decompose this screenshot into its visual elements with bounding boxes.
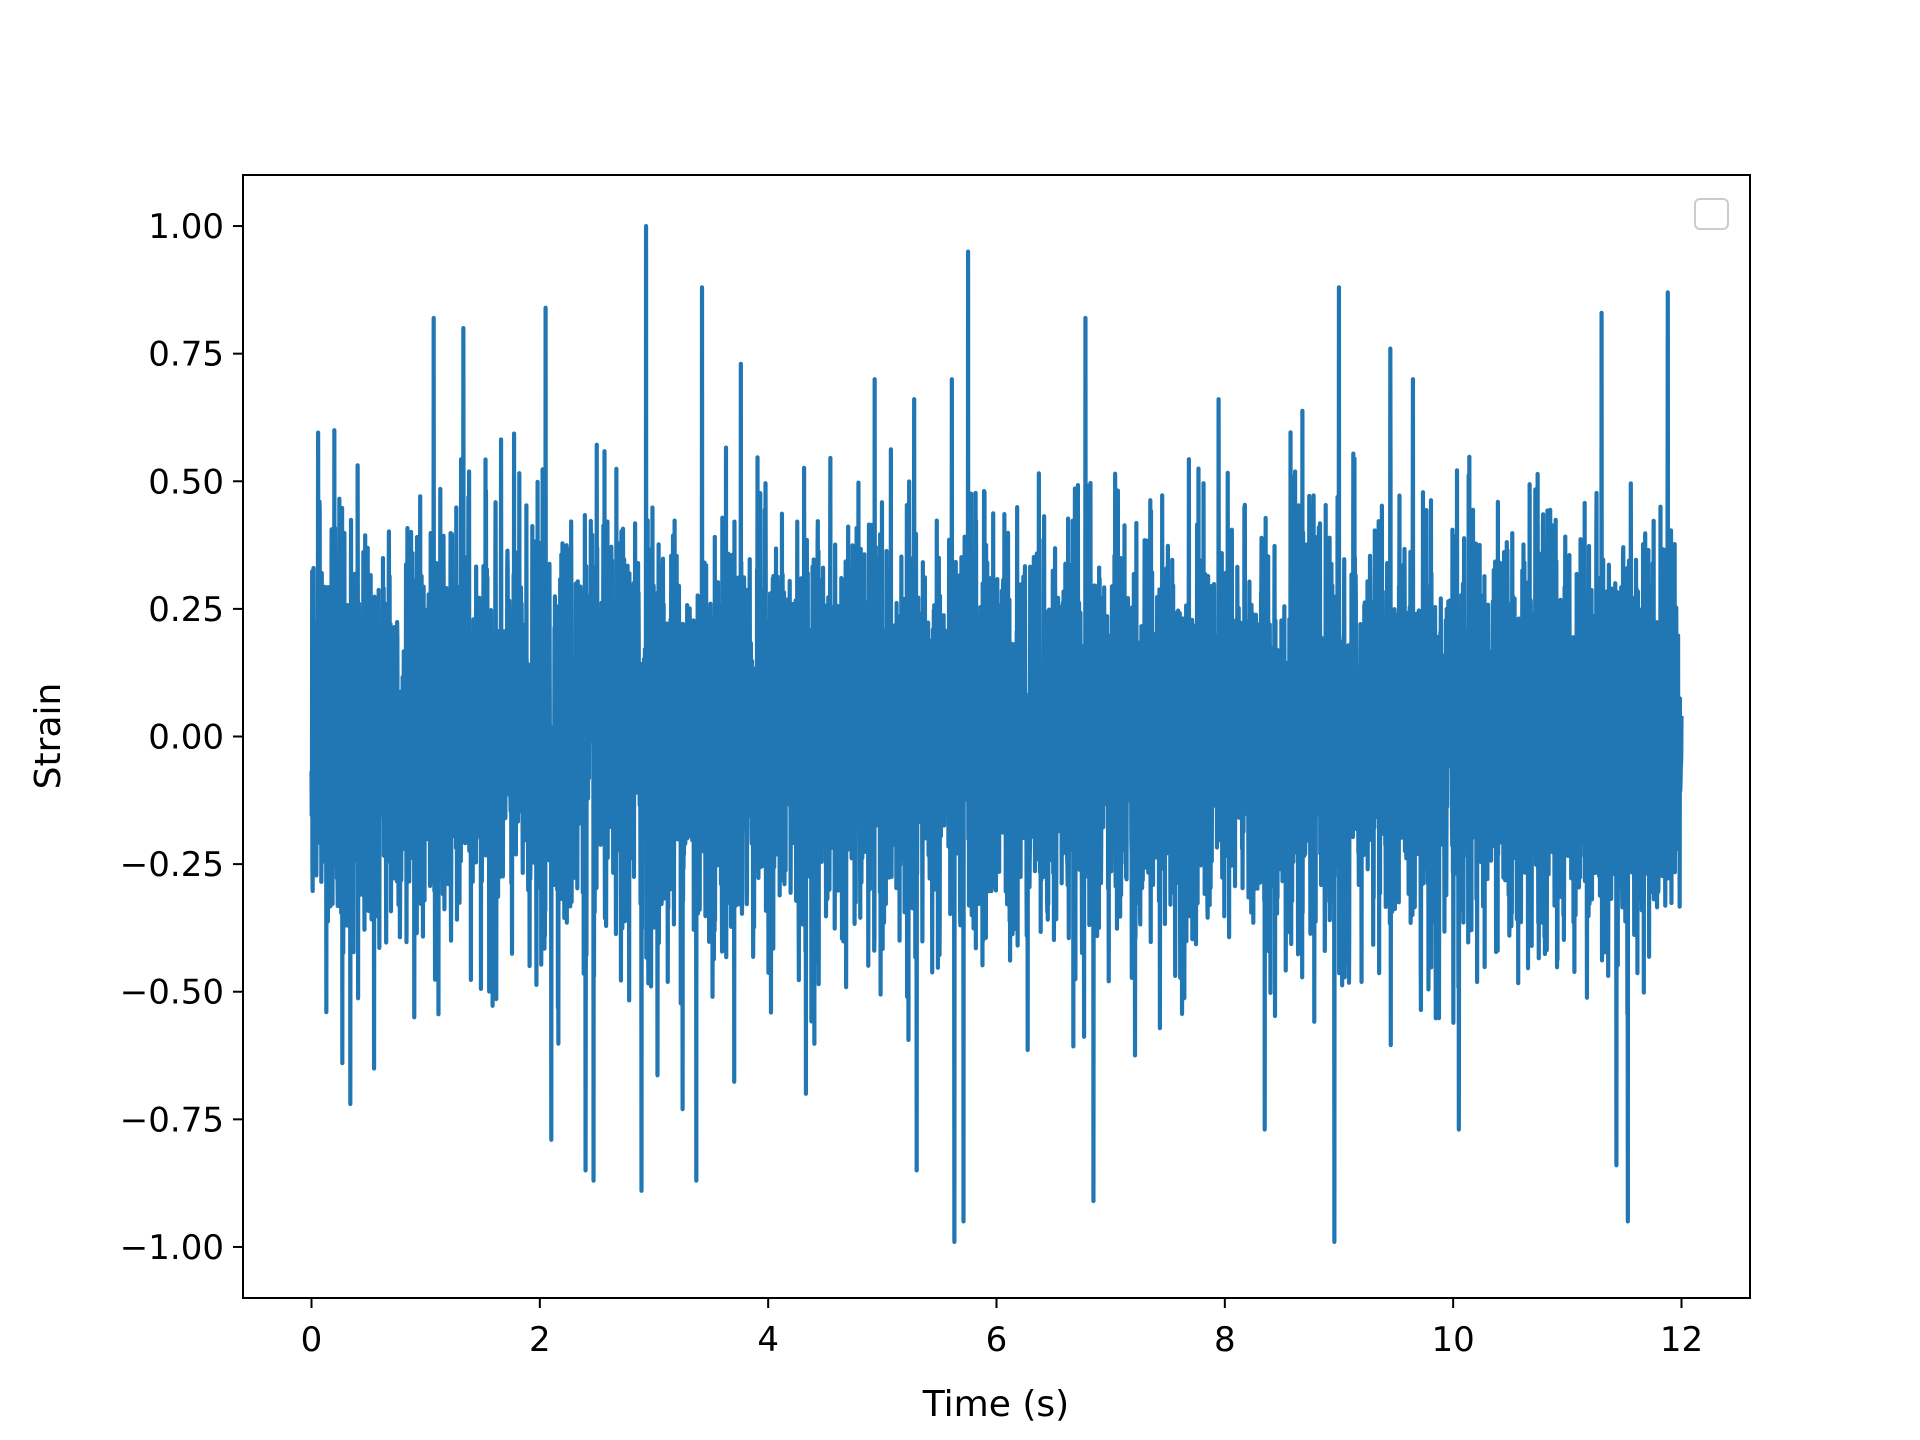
y-tick-label: −0.25: [120, 845, 224, 885]
x-tick-label: 12: [1660, 1320, 1703, 1360]
x-tick-label: 6: [986, 1320, 1008, 1360]
x-tick-label: 0: [301, 1320, 323, 1360]
plot-area: [309, 223, 1684, 1244]
x-axis-label: Time (s): [922, 1384, 1069, 1425]
x-tick-label: 4: [757, 1320, 779, 1360]
y-tick-label: 0.25: [148, 590, 224, 630]
y-tick-label: −0.50: [120, 973, 224, 1013]
x-tick-label: 8: [1214, 1320, 1236, 1360]
strain-series-line: [309, 223, 1684, 1244]
y-tick-label: −0.75: [120, 1100, 224, 1140]
y-tick-label: −1.00: [120, 1228, 224, 1268]
x-axis: 0 2 4 6 8 10 12: [301, 1298, 1703, 1360]
x-tick-label: 10: [1432, 1320, 1475, 1360]
y-tick-label: 0.00: [148, 718, 224, 758]
y-tick-label: 0.75: [148, 335, 224, 375]
y-axis-label: Strain: [28, 683, 69, 790]
y-tick-label: 0.50: [148, 462, 224, 502]
y-tick-label: 1.00: [148, 207, 224, 247]
legend-box: [1694, 198, 1729, 230]
y-axis: 1.00 0.75 0.50 0.25 0.00 −0.25 −0.50 −0.75 −1.00: [120, 207, 243, 1268]
x-tick-label: 2: [529, 1320, 551, 1360]
